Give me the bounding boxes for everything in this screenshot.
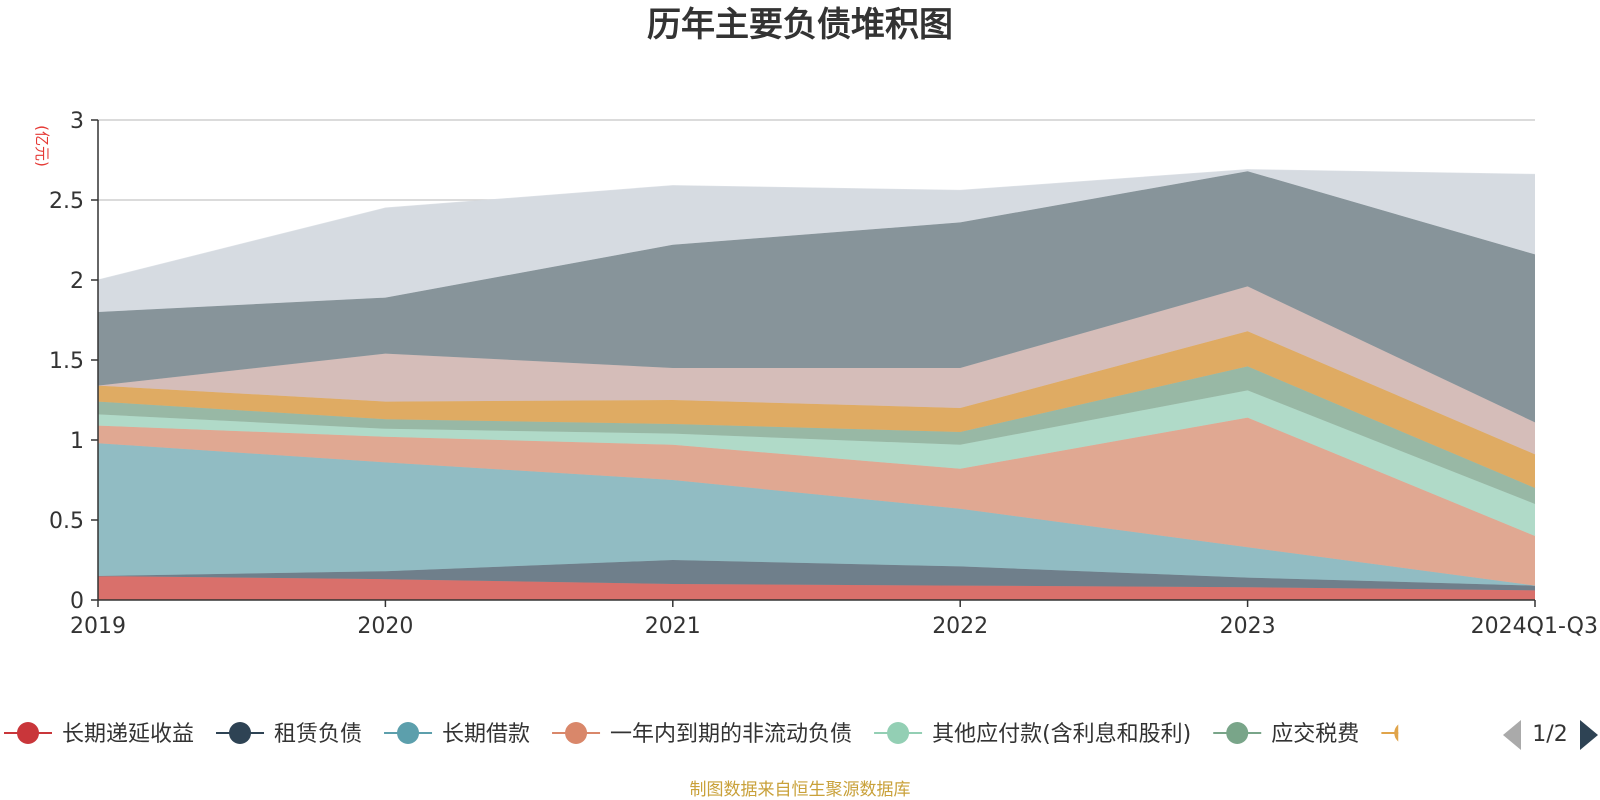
legend-marker <box>229 722 252 744</box>
legend-marker <box>1226 722 1249 744</box>
area-series-4[interactable] <box>98 390 1535 536</box>
chart-title: 历年主要负债堆积图 <box>647 5 953 45</box>
legend-marker <box>565 722 588 744</box>
y-tick-label: 0 <box>70 589 84 614</box>
legend-label: 一年内到期的非流动负债 <box>610 722 852 747</box>
legend-item[interactable]: 长期递延收益 <box>4 722 194 747</box>
legend-item-partial[interactable] <box>1381 722 1429 744</box>
area-series-3[interactable] <box>98 417 1535 586</box>
legend-marker <box>17 722 39 744</box>
legend-label: 长期递延收益 <box>62 722 194 747</box>
x-tick-label: 2019 <box>70 614 126 639</box>
series-line-9 <box>97 169 1536 281</box>
x-tick-label: 2020 <box>357 614 413 639</box>
y-tick-label: 2 <box>70 269 84 294</box>
legend-page-indicator: 1/2 <box>1532 722 1567 747</box>
legend-item[interactable]: 其他应付款(含利息和股利) <box>874 722 1191 747</box>
legend-item[interactable]: 租赁负债 <box>216 722 362 747</box>
triangle-left-icon[interactable] <box>1503 720 1521 750</box>
area-series-9[interactable] <box>98 169 1535 312</box>
legend-label: 应交税费 <box>1271 722 1359 747</box>
x-tick-label: 2024Q1-Q3 <box>1471 614 1598 639</box>
x-tick-label: 2023 <box>1220 614 1276 639</box>
x-tick-label: 2022 <box>932 614 988 639</box>
data-source-note: 制图数据来自恒生聚源数据库 <box>690 780 911 800</box>
legend-marker <box>1394 724 1399 742</box>
legend-label: 其他应付款(含利息和股利) <box>932 722 1191 747</box>
legend-marker <box>397 722 420 744</box>
area-series-1[interactable] <box>98 560 1535 591</box>
y-tick-label: 1.5 <box>49 349 84 374</box>
legend-marker <box>887 722 910 744</box>
area-series-5[interactable] <box>98 366 1535 504</box>
legend-item[interactable]: 应交税费 <box>1213 722 1359 747</box>
legend-item[interactable]: 长期借款 <box>384 722 530 747</box>
axes: 0 0.5 1 1.5 2 2.5 3 2019 2020 2021 2022 2023 2024Q1-… <box>49 109 1598 639</box>
triangle-right-icon[interactable] <box>1580 720 1598 750</box>
legend-label: 长期借款 <box>442 722 530 747</box>
legend-label: 租赁负债 <box>274 722 362 747</box>
area-series-6[interactable] <box>98 331 1535 488</box>
y-axis-unit-label: (亿元) <box>33 125 51 167</box>
area-series-0[interactable] <box>98 576 1535 600</box>
x-tick-label: 2021 <box>645 614 701 639</box>
area-series-2[interactable] <box>98 443 1535 586</box>
y-tick-label: 1 <box>70 429 84 454</box>
y-tick-label: 0.5 <box>49 509 84 534</box>
y-tick-label: 2.5 <box>49 189 84 214</box>
series-line-4 <box>97 389 1536 505</box>
y-tick-label: 3 <box>70 109 84 134</box>
legend[interactable]: 长期递延收益 租赁负债 长期借款 一年内到期的非流动负债 其他应付款(含利息和股利) 应交… <box>4 720 1598 750</box>
area-series-8[interactable] <box>98 171 1535 423</box>
legend-item[interactable]: 一年内到期的非流动负债 <box>552 722 852 747</box>
area-series-7[interactable] <box>98 286 1535 455</box>
stacked-areas <box>97 169 1536 600</box>
